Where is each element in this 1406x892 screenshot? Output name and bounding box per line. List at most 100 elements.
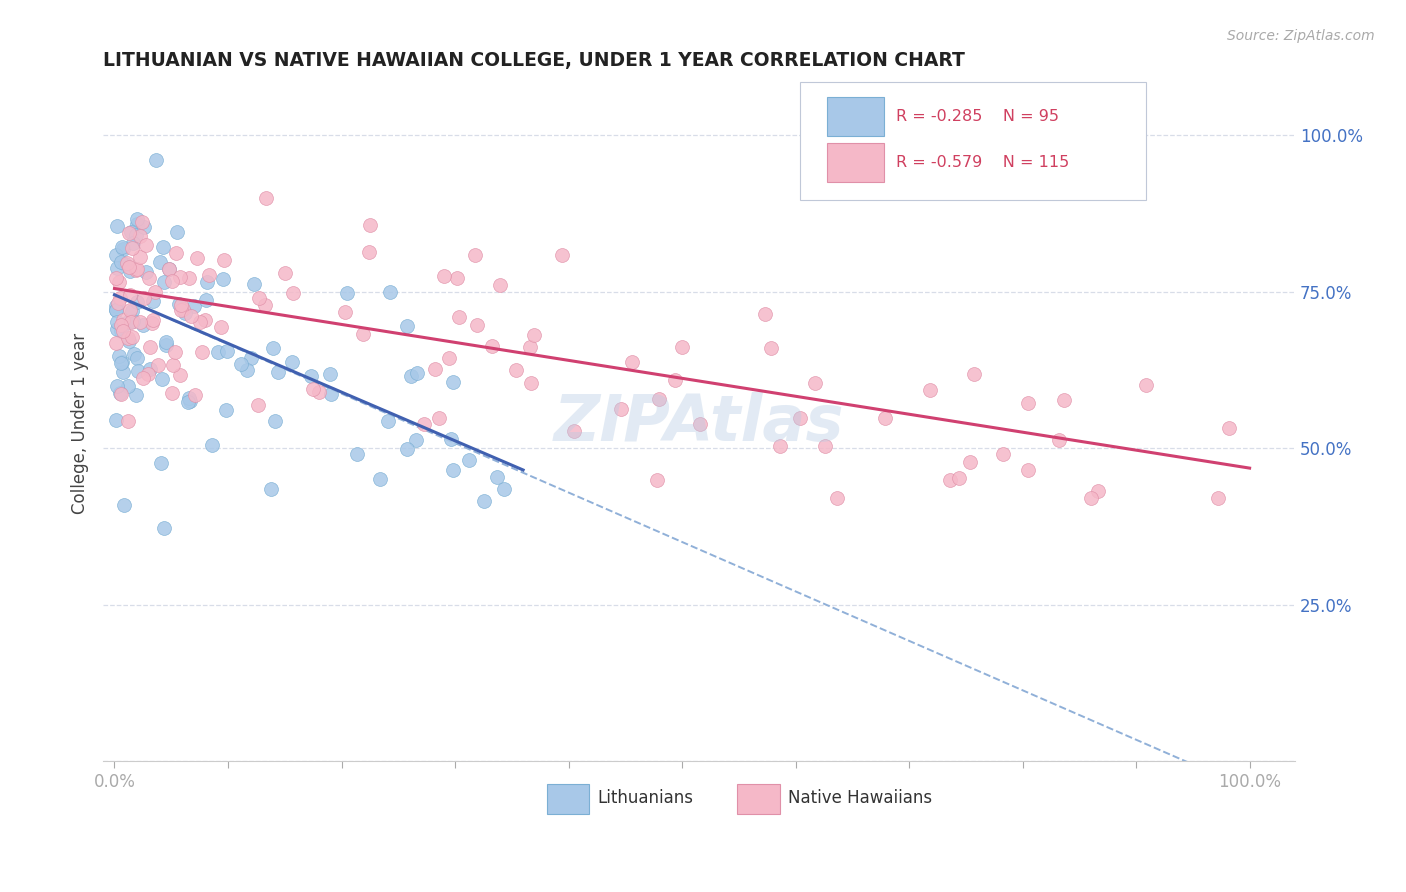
Point: [440, 432, 463, 446]
Point: [104, 270, 127, 285]
Point: [105, 315, 128, 329]
Point: [401, 369, 423, 384]
Point: [948, 471, 970, 485]
Point: [139, 340, 162, 354]
Point: [110, 324, 132, 338]
Point: [446, 270, 468, 285]
Point: [184, 388, 207, 402]
Point: [135, 265, 157, 279]
Y-axis label: College, Under 1 year: College, Under 1 year: [72, 333, 89, 514]
Point: [441, 463, 464, 477]
Point: [105, 260, 128, 275]
Point: [405, 433, 427, 447]
Point: [212, 272, 235, 286]
Point: [104, 302, 127, 317]
Point: [132, 318, 155, 332]
Point: [260, 482, 283, 496]
Point: [142, 313, 165, 327]
Point: [117, 379, 139, 393]
Point: [132, 220, 155, 235]
Point: [335, 304, 357, 318]
Point: [789, 410, 811, 425]
Point: [1017, 463, 1039, 477]
Point: [195, 275, 218, 289]
Point: [458, 452, 481, 467]
Point: [412, 417, 434, 432]
Point: [120, 315, 142, 329]
Point: [110, 318, 132, 332]
Point: [179, 391, 201, 405]
Point: [378, 285, 401, 299]
Point: [472, 494, 495, 508]
Text: Source: ZipAtlas.com: Source: ZipAtlas.com: [1227, 29, 1375, 43]
Point: [209, 320, 232, 334]
Point: [138, 271, 160, 285]
Point: [1135, 377, 1157, 392]
Text: ZIPAtlas: ZIPAtlas: [554, 392, 845, 454]
Point: [562, 425, 585, 439]
Point: [1218, 421, 1240, 435]
Point: [273, 266, 295, 280]
Point: [124, 228, 146, 243]
Point: [120, 303, 142, 318]
Point: [111, 240, 134, 254]
Point: [121, 236, 143, 251]
Point: [263, 414, 285, 428]
Point: [105, 379, 128, 393]
Point: [157, 262, 180, 277]
Point: [671, 340, 693, 354]
Point: [172, 301, 194, 316]
Point: [359, 245, 381, 260]
Point: [254, 298, 277, 312]
Point: [110, 255, 132, 269]
Point: [104, 299, 127, 313]
Point: [441, 375, 464, 389]
Point: [118, 264, 141, 278]
Point: [959, 455, 981, 469]
Point: [150, 372, 173, 386]
Point: [104, 335, 127, 350]
FancyBboxPatch shape: [547, 784, 589, 814]
Point: [117, 315, 139, 329]
Point: [505, 363, 527, 377]
Point: [215, 403, 238, 417]
Point: [180, 309, 202, 323]
Point: [125, 262, 148, 277]
Point: [122, 346, 145, 360]
Point: [165, 344, 187, 359]
Point: [143, 285, 166, 300]
Point: [336, 286, 359, 301]
Point: [321, 387, 343, 401]
Point: [395, 442, 418, 457]
Point: [115, 255, 138, 269]
Point: [110, 355, 132, 369]
Point: [240, 351, 263, 365]
Point: [195, 293, 218, 307]
Point: [359, 219, 381, 233]
Point: [759, 342, 782, 356]
Point: [191, 345, 214, 359]
Point: [118, 288, 141, 302]
Point: [1053, 393, 1076, 408]
Point: [135, 238, 157, 252]
Point: [519, 376, 541, 390]
Point: [991, 447, 1014, 461]
Point: [107, 295, 129, 310]
Point: [1047, 433, 1070, 447]
FancyBboxPatch shape: [827, 97, 884, 136]
Point: [132, 371, 155, 385]
Point: [112, 498, 135, 512]
Point: [105, 219, 128, 233]
Point: [377, 414, 399, 428]
Point: [150, 456, 173, 470]
FancyBboxPatch shape: [800, 82, 1146, 200]
Point: [486, 470, 509, 484]
Point: [108, 276, 131, 290]
Text: R = -0.579    N = 115: R = -0.579 N = 115: [896, 155, 1069, 170]
Point: [405, 367, 427, 381]
Point: [267, 366, 290, 380]
Point: [201, 438, 224, 452]
Point: [105, 322, 128, 336]
Point: [179, 271, 201, 285]
Point: [162, 358, 184, 372]
